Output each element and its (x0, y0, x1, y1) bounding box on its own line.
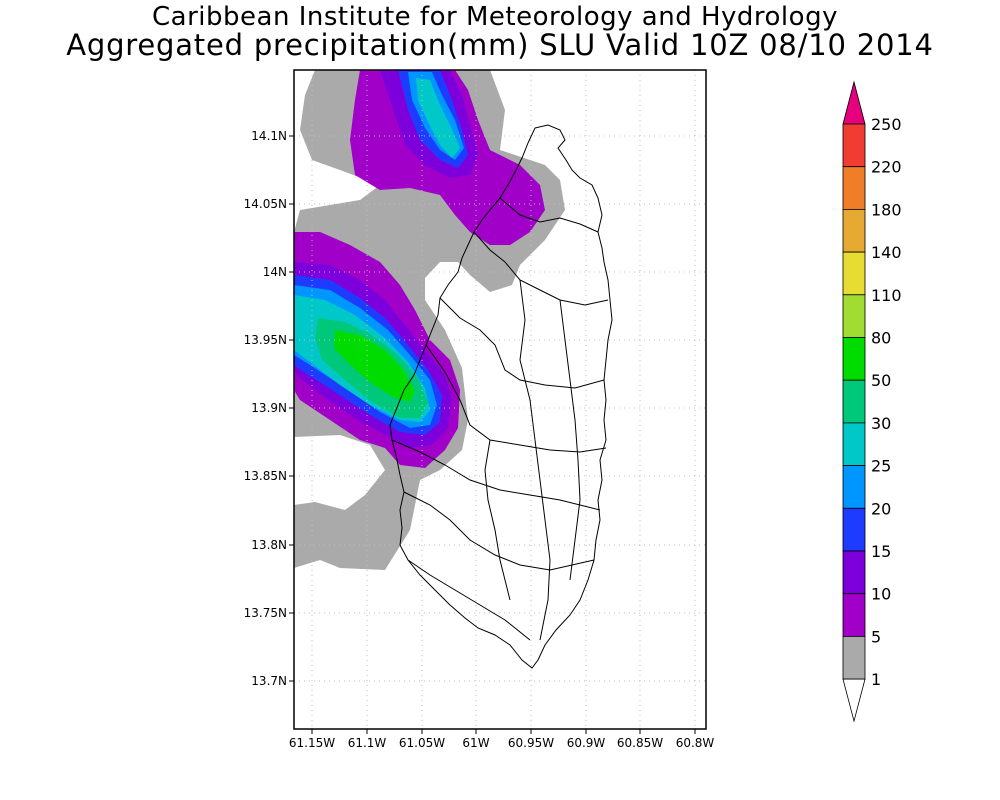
x-tick-label: 61.05W (399, 736, 445, 750)
colorbar-label: 220 (871, 158, 902, 177)
x-tick-label: 60.9W (567, 736, 606, 750)
colorbar-label: 15 (871, 542, 891, 561)
district-boundaries (391, 197, 609, 641)
x-tick-label: 60.85W (617, 736, 663, 750)
chart-title-line1: Caribbean Institute for Meteorology and … (152, 2, 838, 32)
colorbar-label: 50 (871, 371, 891, 390)
x-tick-label: 61.1W (348, 736, 387, 750)
y-axis-ticks (289, 135, 294, 682)
colorbar-segment (842, 337, 866, 381)
y-tick-label: 13.8N (251, 538, 287, 552)
colorbar-label: 5 (871, 627, 881, 646)
precip-contour-25mm (416, 78, 460, 158)
colorbar-label: 80 (871, 329, 891, 348)
colorbar-bottom-arrow (842, 678, 866, 723)
x-tick-label: 60.95W (508, 736, 554, 750)
colorbar-segment (842, 422, 866, 466)
colorbar-segment (842, 507, 866, 552)
y-axis: 14.1N 14.05N 14N 13.95N 13.9N 13.85N 13.… (244, 129, 287, 688)
precip-contour-50mm (334, 330, 415, 402)
y-tick-label: 14.1N (251, 129, 287, 143)
colorbar-segment (842, 593, 866, 637)
colorbar-label: 1 (871, 670, 881, 689)
y-tick-label: 14N (263, 265, 287, 279)
colorbar-label: 140 (871, 243, 902, 262)
island-saint-lucia (389, 124, 613, 669)
chart-title-line2: Aggregated precipitation(mm) SLU Valid 1… (66, 28, 934, 62)
colorbar-segment (842, 550, 866, 595)
colorbar-label: 180 (871, 200, 902, 219)
map-frame (293, 69, 707, 730)
y-tick-label: 13.75N (244, 606, 287, 620)
colorbar-label: 30 (871, 414, 891, 433)
y-tick-label: 13.85N (244, 469, 287, 483)
colorbar-segment (842, 465, 866, 509)
x-tick-label: 61W (462, 736, 489, 750)
colorbar-segment (842, 379, 866, 424)
x-axis: 61.15W 61.1W 61.05W 61W 60.95W 60.9W 60.… (289, 736, 715, 750)
colorbar-label: 110 (871, 286, 902, 305)
colorbar-label: 20 (871, 499, 891, 518)
x-tick-label: 60.8W (676, 736, 715, 750)
colorbar-segment (842, 636, 866, 680)
y-tick-label: 14.05N (244, 197, 287, 211)
colorbar-top-arrow (842, 80, 866, 125)
colorbar-label: 25 (871, 457, 891, 476)
y-tick-label: 13.7N (251, 674, 287, 688)
colorbar-label: 250 (871, 115, 902, 134)
island-coastline (389, 124, 613, 669)
map-grid (294, 70, 706, 729)
colorbar: 250 220 180 140 110 80 50 30 25 20 15 10 5 1 (842, 80, 902, 723)
colorbar-segment (842, 166, 866, 210)
precipitation-field (294, 70, 565, 570)
y-tick-label: 13.95N (244, 333, 287, 347)
colorbar-label: 10 (871, 585, 891, 604)
colorbar-segment (842, 251, 866, 296)
x-axis-ticks (311, 729, 696, 734)
colorbar-segment (842, 294, 866, 338)
y-tick-label: 13.9N (251, 401, 287, 415)
colorbar-segment (842, 123, 866, 168)
x-tick-label: 61.15W (289, 736, 335, 750)
colorbar-segment (842, 208, 866, 253)
